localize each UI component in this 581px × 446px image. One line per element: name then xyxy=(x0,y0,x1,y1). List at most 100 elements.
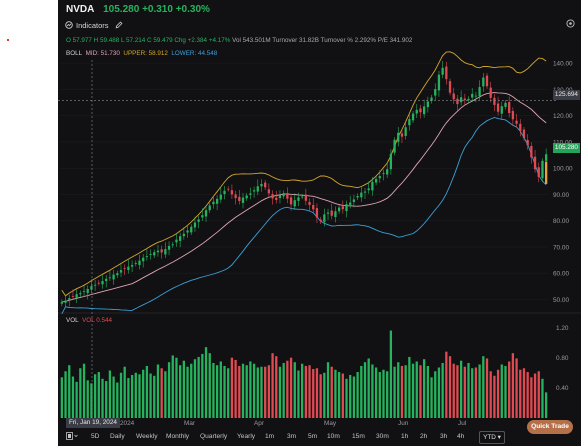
candle-body xyxy=(522,129,526,138)
candle-body xyxy=(90,286,93,290)
candle-body xyxy=(64,300,67,303)
time-axis-label: Apr xyxy=(254,420,265,427)
candle-body xyxy=(493,97,496,105)
period-3m[interactable]: 3m xyxy=(287,433,297,440)
volume-bar xyxy=(426,365,429,418)
volume-bar xyxy=(545,392,548,418)
period-daily[interactable]: Daily xyxy=(110,433,125,440)
volume-bar xyxy=(526,372,529,418)
volume-label: VOL xyxy=(66,317,79,324)
period-4h[interactable]: 4h xyxy=(457,433,465,440)
volume-bar xyxy=(86,380,89,418)
candle-body xyxy=(256,186,259,192)
volume-bar xyxy=(415,361,418,418)
candle-body xyxy=(175,239,178,243)
candle-body xyxy=(349,202,352,205)
period-5m[interactable]: 5m xyxy=(308,433,318,440)
volume-bar xyxy=(389,330,393,418)
range-label: YTD xyxy=(483,434,496,441)
crosshair-date-badge: Fri, Jan 19, 2024 xyxy=(66,418,120,428)
volume-bar xyxy=(245,365,248,418)
candle-body xyxy=(112,274,115,280)
candle-body xyxy=(105,278,108,282)
period-10m[interactable]: 10m xyxy=(327,433,340,440)
period-monthly[interactable]: Monthly xyxy=(166,433,190,440)
volume-bar xyxy=(193,359,197,418)
volume-bar xyxy=(304,365,307,418)
price-axis-label: 70.00 xyxy=(553,244,569,251)
volume-bar xyxy=(156,364,160,418)
volume-bar xyxy=(308,365,311,418)
candle-body xyxy=(278,194,282,198)
candle-body xyxy=(190,226,193,233)
volume-axis-label: 1.20 xyxy=(556,325,569,332)
candle-body xyxy=(249,193,252,195)
boll-upper: UPPER: 58.912 xyxy=(123,50,168,57)
candle-body xyxy=(363,191,367,193)
candle-body xyxy=(434,89,437,96)
volume-bar xyxy=(278,366,282,418)
stat-turnover: Turnover 31.82B xyxy=(272,37,319,44)
volume-bar xyxy=(352,376,356,418)
candle-body xyxy=(448,81,452,93)
volume-bar xyxy=(289,357,293,418)
settings-button[interactable] xyxy=(566,19,575,31)
candle-body xyxy=(167,245,171,250)
candle-body xyxy=(252,190,256,192)
period-2h[interactable]: 2h xyxy=(420,433,428,440)
draw-button[interactable] xyxy=(115,21,123,29)
candle-body xyxy=(408,119,411,126)
period-30m[interactable]: 30m xyxy=(376,433,389,440)
price-axis-label: 100.00 xyxy=(553,166,573,173)
volume-bar xyxy=(271,353,274,418)
time-axis-label: Mar xyxy=(184,420,196,427)
chart-panel[interactable]: NVDA 105.280 +0.310 +0.30% Indicators O … xyxy=(58,0,581,446)
stat-pe: P/E 341.902 xyxy=(377,37,413,44)
candle-body xyxy=(130,265,134,267)
candle-body xyxy=(160,249,163,253)
volume-bar xyxy=(175,357,178,418)
candle-body xyxy=(393,139,396,153)
indicators-button[interactable]: Indicators xyxy=(65,21,109,30)
period-weekly[interactable]: Weekly xyxy=(136,433,158,440)
stat-turnover-pct: Turnover % 2.292% xyxy=(320,37,377,44)
layout-toggle[interactable] xyxy=(66,432,78,442)
period-3h[interactable]: 3h xyxy=(440,433,448,440)
quick-trade-button[interactable]: Quick Trade xyxy=(527,420,573,434)
range-select[interactable]: YTD ▾ xyxy=(479,431,505,444)
candle-body xyxy=(315,208,319,218)
candle-body xyxy=(452,93,455,100)
candle-body xyxy=(215,198,219,204)
ohlc-stats: O 57.977 H 59.488 L 57.214 C 59.479 Chg … xyxy=(66,37,412,44)
volume-bar xyxy=(367,358,370,418)
candle-body xyxy=(511,111,515,120)
candle-body xyxy=(541,160,544,179)
price-chart[interactable]: 140.00130.00120.00110.00100.0090.0080.00… xyxy=(58,0,581,428)
pencil-icon xyxy=(115,21,122,29)
candle-body xyxy=(471,93,474,98)
period-yearly[interactable]: Yearly xyxy=(237,433,256,440)
candle-body xyxy=(138,260,141,265)
candle-body xyxy=(79,293,82,295)
period-1h[interactable]: 1h xyxy=(401,433,409,440)
candle-body xyxy=(474,95,478,97)
volume-bar xyxy=(404,365,407,418)
volume-bar xyxy=(496,369,500,418)
quote-header: NVDA 105.280 +0.310 +0.30% xyxy=(66,4,210,15)
price-axis-label: 140.00 xyxy=(553,61,573,68)
volume-bar xyxy=(79,368,82,418)
candle-body xyxy=(208,205,211,211)
period-5d[interactable]: 5D xyxy=(91,433,100,440)
candle-body xyxy=(326,212,330,214)
candle-body xyxy=(193,222,197,228)
volume-bar xyxy=(252,363,256,418)
volume-bar xyxy=(519,369,522,418)
period-15m[interactable]: 15m xyxy=(352,433,365,440)
candle-body xyxy=(526,139,529,146)
candle-body xyxy=(108,277,112,279)
period-1m[interactable]: 1m xyxy=(265,433,275,440)
period-quarterly[interactable]: Quarterly xyxy=(200,433,228,440)
candle-body xyxy=(204,210,208,217)
candle-body xyxy=(426,101,429,108)
candle-body xyxy=(116,273,119,276)
